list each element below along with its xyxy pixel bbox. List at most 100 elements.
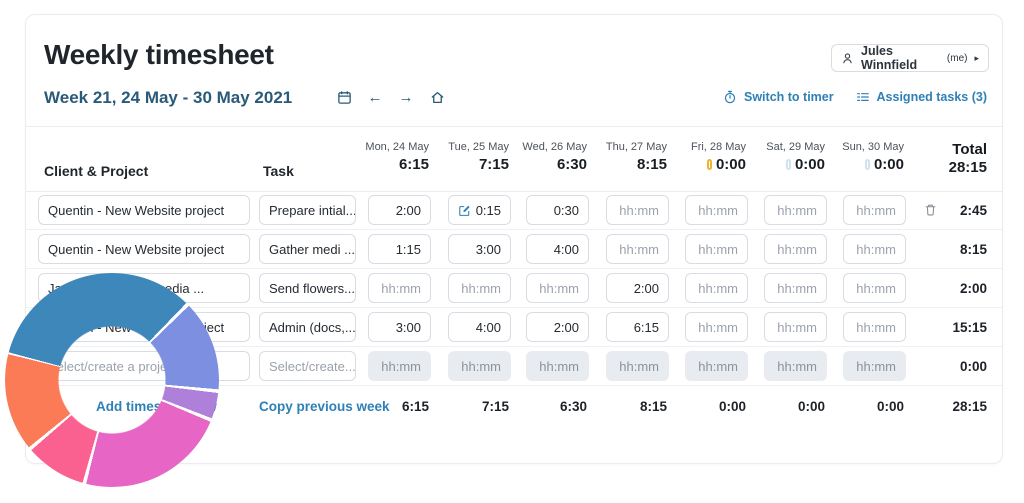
time-cell-fri[interactable]: hh:mm	[685, 234, 748, 264]
time-cell-thu[interactable]: 6:15	[606, 312, 669, 342]
page-title: Weekly timesheet	[44, 39, 274, 70]
time-cell-thu[interactable]: 2:00	[606, 273, 669, 303]
switch-to-timer-link[interactable]: Switch to timer	[723, 90, 834, 104]
person-icon	[841, 52, 854, 65]
home-icon[interactable]	[429, 89, 445, 105]
time-cell-wed[interactable]: hh:mm	[526, 273, 589, 303]
time-cell-sun[interactable]: hh:mm	[843, 273, 906, 303]
client-project-column-header: Client & Project	[44, 163, 149, 179]
donut-chart	[5, 273, 219, 487]
footer-day-total: 0:00	[718, 399, 746, 414]
time-cell-mon[interactable]: 2:00	[368, 195, 431, 225]
week-navigation: ← →	[336, 88, 445, 106]
day-total: 7:15	[478, 156, 509, 173]
time-cell-sat-disabled: hh:mm	[764, 351, 827, 381]
day-total: 6:15	[398, 156, 429, 173]
day-header-fri: Fri, 28 May 0:00	[654, 141, 746, 173]
edit-note-icon[interactable]	[458, 204, 471, 217]
time-cell-sun[interactable]: hh:mm	[843, 312, 906, 342]
assigned-tasks-link[interactable]: Assigned tasks (3)	[856, 90, 987, 104]
footer-day-total: 8:15	[639, 399, 667, 414]
time-cell-fri[interactable]: hh:mm	[685, 273, 748, 303]
day-header-tue: Tue, 25 May 7:15	[417, 141, 509, 173]
task-select[interactable]: Select/create...	[259, 351, 356, 381]
footer-grand-total: 28:15	[952, 399, 987, 414]
time-cell-tue[interactable]: 3:00	[448, 234, 511, 264]
day-label: Mon, 24 May	[365, 141, 429, 153]
time-cell-mon[interactable]: 1:15	[368, 234, 431, 264]
day-label: Thu, 27 May	[605, 141, 667, 153]
time-cell-wed[interactable]: 4:00	[526, 234, 589, 264]
task-input[interactable]: Gather medi ...	[259, 234, 356, 264]
table-row: Quentin - New Website project Gather med…	[26, 230, 1002, 269]
day-label: Sun, 30 May	[842, 141, 904, 153]
day-label: Wed, 26 May	[522, 141, 587, 153]
day-off-flag-icon	[785, 159, 791, 170]
time-cell-fri[interactable]: hh:mm	[685, 312, 748, 342]
time-cell-tue-disabled: hh:mm	[448, 351, 511, 381]
client-project-input[interactable]: Quentin - New Website project	[38, 195, 250, 225]
time-cell-thu[interactable]: hh:mm	[606, 234, 669, 264]
time-cell-sun[interactable]: hh:mm	[843, 195, 906, 225]
client-project-input[interactable]: Quentin - New Website project	[38, 234, 250, 264]
time-cell-tue[interactable]: 4:00	[448, 312, 511, 342]
total-column-header: Total 28:15	[895, 141, 987, 176]
day-total: 0:00	[733, 156, 825, 173]
time-value: 0:15	[475, 202, 501, 218]
total-label: Total	[952, 141, 987, 158]
calendar-icon[interactable]	[336, 89, 352, 105]
week-range-label: Week 21, 24 May - 30 May 2021	[44, 88, 293, 107]
row-total: 2:45	[959, 203, 987, 218]
footer-day-total: 6:15	[401, 399, 429, 414]
row-total: 2:00	[959, 281, 987, 296]
task-input[interactable]: Admin (docs,...	[259, 312, 356, 342]
day-header-thu: Thu, 27 May 8:15	[575, 141, 667, 173]
copy-previous-week-link[interactable]: Copy previous week	[259, 399, 390, 414]
header-divider	[26, 126, 1002, 127]
user-name: Jules Winnfield	[861, 44, 918, 72]
time-cell-sun[interactable]: hh:mm	[843, 234, 906, 264]
time-cell-mon[interactable]: hh:mm	[368, 273, 431, 303]
time-cell-thu[interactable]: hh:mm	[606, 195, 669, 225]
task-list-icon	[856, 90, 870, 104]
time-cell-fri[interactable]: hh:mm	[685, 195, 748, 225]
time-cell-wed[interactable]: 2:00	[526, 312, 589, 342]
task-input[interactable]: Send flowers...	[259, 273, 356, 303]
day-off-flag-icon	[864, 159, 870, 170]
time-cell-mon-disabled: hh:mm	[368, 351, 431, 381]
time-cell-mon[interactable]: 3:00	[368, 312, 431, 342]
delete-row-trash-icon[interactable]	[924, 203, 937, 217]
footer-day-total: 0:00	[876, 399, 904, 414]
day-total: 0:00	[654, 156, 746, 173]
day-off-flag-icon	[706, 159, 712, 170]
user-me-suffix: (me)	[946, 52, 968, 64]
switch-to-timer-label: Switch to timer	[744, 90, 834, 104]
table-header-divider	[26, 191, 1002, 192]
day-header-mon: Mon, 24 May 6:15	[337, 141, 429, 173]
time-cell-sat[interactable]: hh:mm	[764, 195, 827, 225]
time-cell-sat[interactable]: hh:mm	[764, 312, 827, 342]
time-cell-tue[interactable]: 0:15	[448, 195, 511, 225]
time-cell-sat[interactable]: hh:mm	[764, 273, 827, 303]
task-input[interactable]: Prepare intial...	[259, 195, 356, 225]
day-total: 0:00	[812, 156, 904, 173]
footer-day-total: 7:15	[481, 399, 509, 414]
time-cell-tue[interactable]: hh:mm	[448, 273, 511, 303]
week-total-value: 28:15	[948, 159, 987, 176]
day-header-sun: Sun, 30 May 0:00	[812, 141, 904, 173]
assigned-tasks-label: Assigned tasks (3)	[876, 90, 987, 104]
time-cell-thu-disabled: hh:mm	[606, 351, 669, 381]
caret-right-icon: ▸	[974, 52, 979, 63]
day-header-sat: Sat, 29 May 0:00	[733, 141, 825, 173]
time-cell-wed[interactable]: 0:30	[526, 195, 589, 225]
table-row: Quentin - New Website project Prepare in…	[26, 191, 1002, 230]
user-selector-button[interactable]: Jules Winnfield (me) ▸	[831, 44, 989, 72]
day-total: 6:30	[556, 156, 587, 173]
next-week-arrow-icon[interactable]: →	[398, 88, 414, 106]
row-total: 8:15	[959, 242, 987, 257]
time-cell-sat[interactable]: hh:mm	[764, 234, 827, 264]
previous-week-arrow-icon[interactable]: ←	[367, 88, 383, 106]
time-cell-wed-disabled: hh:mm	[526, 351, 589, 381]
stopwatch-icon	[723, 90, 737, 104]
